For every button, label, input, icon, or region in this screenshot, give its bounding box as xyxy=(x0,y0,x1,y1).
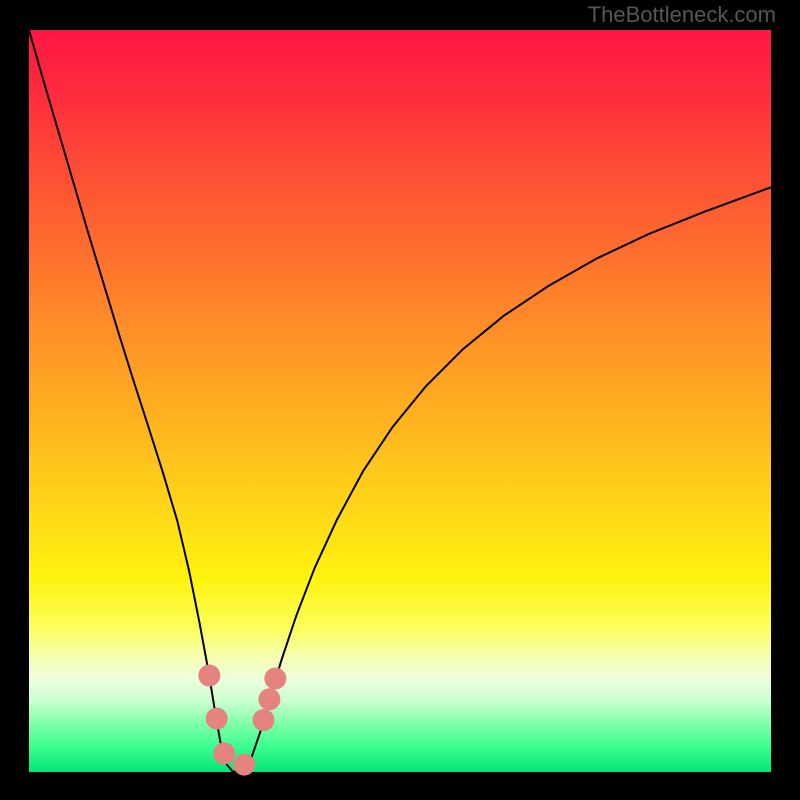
plot-area xyxy=(29,30,771,772)
marker-dot xyxy=(233,754,255,776)
marker-dot xyxy=(258,688,280,710)
marker-dot xyxy=(252,709,274,731)
marker-dot xyxy=(213,742,235,764)
marker-dots xyxy=(29,30,771,772)
chart-container: TheBottleneck.com xyxy=(0,0,800,800)
marker-dot xyxy=(198,665,220,687)
marker-dot xyxy=(206,708,228,730)
watermark-text: TheBottleneck.com xyxy=(588,2,776,28)
marker-dot xyxy=(264,668,286,690)
